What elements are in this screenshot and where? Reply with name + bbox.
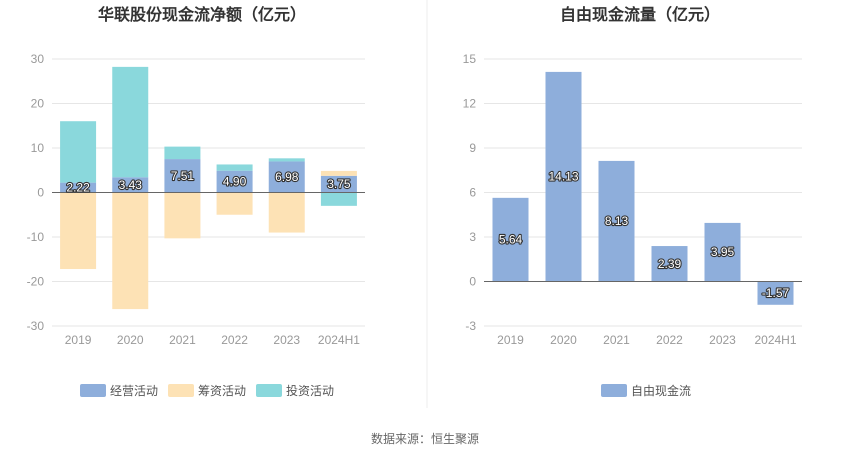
- y-tick-label: -10: [27, 230, 45, 244]
- data-label: -1.57: [762, 286, 790, 300]
- data-label: 3.43: [119, 178, 143, 192]
- data-label: 3.95: [711, 245, 735, 259]
- cashflow-net-chart: 30 20 10 0 -10 -20 -30 2019 2020 2021 2022 2023 2024…: [27, 52, 365, 347]
- legend-swatch: [80, 384, 106, 397]
- bar: [268, 161, 305, 193]
- free-cashflow-chart: 15 12 9 6 3 0 -3 2019 2020 2021 2022 2023 2024H1 5.64…: [463, 52, 802, 347]
- y-tick-label: 3: [469, 230, 476, 244]
- bar: [545, 71, 582, 282]
- legend-swatch: [168, 384, 194, 397]
- bar: [60, 182, 97, 193]
- x-tick-label: 2019: [497, 333, 524, 347]
- x-tick-label: 2020: [117, 333, 144, 347]
- data-label: 8.13: [605, 214, 629, 228]
- left-chart-title: 华联股份现金流净额（亿元）: [98, 5, 306, 24]
- bar: [651, 246, 688, 282]
- legend-label: 筹资活动: [198, 384, 246, 398]
- y-tick-label: 10: [31, 141, 45, 155]
- bar: [320, 170, 357, 176]
- data-source: 数据来源：恒生聚源: [371, 431, 479, 446]
- bar: [757, 281, 794, 305]
- y-tick-label: 0: [37, 186, 44, 200]
- y-tick-label: 12: [463, 97, 477, 111]
- bar: [164, 159, 201, 193]
- bar: [268, 158, 305, 162]
- bar: [492, 197, 529, 282]
- bar: [268, 192, 305, 233]
- bar: [60, 192, 97, 270]
- legend-label: 自由现金流: [631, 383, 691, 398]
- x-tick-label: 2020: [550, 333, 577, 347]
- data-label: 6.98: [275, 170, 299, 184]
- y-tick-label: 9: [469, 141, 476, 155]
- bar: [112, 177, 149, 193]
- x-tick-label: 2024H1: [318, 333, 360, 347]
- data-label: 14.13: [548, 170, 578, 184]
- bar: [164, 146, 201, 160]
- data-label: 2.22: [66, 181, 90, 195]
- x-tick-label: 2022: [656, 333, 683, 347]
- legend-swatch: [256, 384, 282, 397]
- bar: [216, 164, 253, 171]
- bar: [320, 175, 357, 193]
- legend-label: 投资活动: [286, 383, 334, 398]
- bar: [216, 170, 253, 193]
- bar: [60, 121, 97, 183]
- y-tick-label: 15: [463, 52, 477, 66]
- bar: [112, 66, 149, 178]
- x-tick-label: 2023: [273, 333, 300, 347]
- y-tick-label: 20: [31, 97, 45, 111]
- bar: [216, 192, 253, 215]
- bar: [164, 192, 201, 239]
- y-tick-label: -20: [27, 275, 45, 289]
- legend-swatch: [601, 384, 627, 397]
- bar: [704, 222, 741, 282]
- y-tick-label: 6: [469, 186, 476, 200]
- x-tick-label: 2022: [221, 333, 248, 347]
- y-tick-label: -30: [27, 319, 45, 333]
- bar: [598, 160, 635, 282]
- legend-label: 经营活动: [110, 384, 158, 398]
- data-label: 3.75: [327, 177, 351, 191]
- bar: [112, 192, 149, 310]
- data-label: 7.51: [171, 169, 195, 183]
- x-tick-label: 2021: [169, 333, 196, 347]
- x-tick-label: 2023: [709, 333, 736, 347]
- left-legend: 经营活动 筹资活动 投资活动: [80, 383, 334, 398]
- x-tick-label: 2021: [603, 333, 630, 347]
- right-chart-title: 自由现金流量（亿元）: [560, 5, 720, 24]
- x-tick-label: 2019: [65, 333, 92, 347]
- y-tick-label: 0: [469, 275, 476, 289]
- y-tick-label: 30: [31, 52, 45, 66]
- data-label: 4.90: [223, 175, 247, 189]
- right-legend: 自由现金流: [601, 383, 691, 398]
- data-label: 5.64: [499, 233, 523, 247]
- bar: [320, 192, 357, 206]
- y-tick-label: -3: [465, 319, 476, 333]
- data-label: 2.39: [658, 257, 682, 271]
- x-tick-label: 2024H1: [754, 333, 796, 347]
